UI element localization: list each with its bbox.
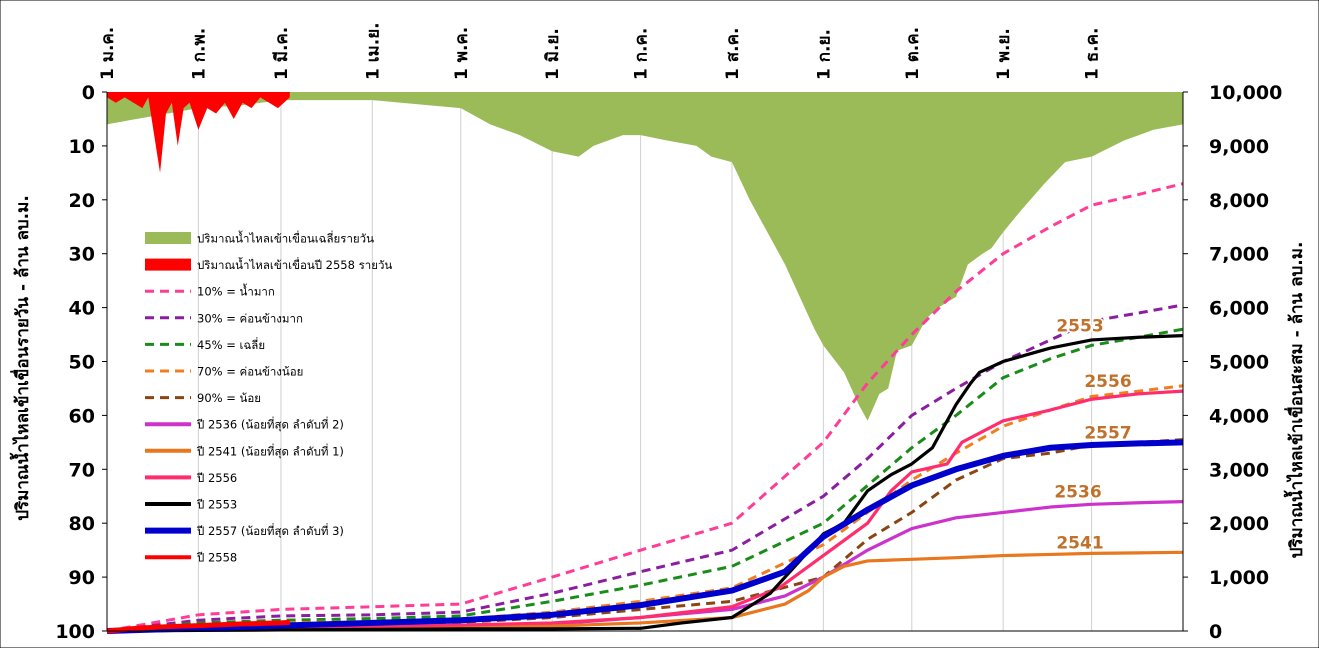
legend-label: ปี 2557 (น้อยที่สุด ลำดับที่ 3) [196, 523, 344, 538]
y-right-tick-label: 6,000 [1209, 298, 1269, 320]
y-right-tick-label: 0 [1209, 621, 1222, 643]
y-right-tick-label: 8,000 [1209, 190, 1269, 212]
month-tick-label: 1 ต.ค. [903, 27, 923, 80]
percentile-line [106, 327, 1184, 633]
month-tick-label: 1 ก.ค. [632, 28, 652, 80]
legend-label: 70% = ค่อนข้างน้อย [197, 365, 303, 379]
daily-average-area [107, 92, 1183, 421]
legend-swatch [145, 232, 191, 244]
legend-label: ปริมาณน้ำไหลเข้าเขื่อนเฉลี่ยรายวัน [197, 231, 374, 246]
month-tick-label: 1 ส.ค. [723, 28, 743, 80]
percentile-line [106, 303, 1184, 633]
year-end-label: 2536 [1054, 483, 1101, 503]
y-right-tick-label: 7,000 [1209, 244, 1269, 266]
month-tick-label: 1 ก.ย. [814, 29, 834, 80]
legend-label: ปี 2536 (น้อยที่สุด ลำดับที่ 2) [196, 417, 344, 432]
legend-label: ปี 2541 (น้อยที่สุด ลำดับที่ 1) [196, 443, 344, 458]
y-right-tick-label: 3,000 [1209, 459, 1269, 481]
legend-label: ปี 2553 [196, 498, 237, 512]
y-right-tick-label: 10,000 [1209, 82, 1282, 104]
cumulative-lines-layer [106, 182, 1184, 634]
y-right-axis-title: ปริมาณน้ำไหลเข้าเขื่อนสะสม - ล้าน ลบ.ม. [1283, 242, 1307, 559]
month-tick-label: 1 พ.ค. [452, 27, 472, 80]
year-end-label: 2553 [1056, 317, 1103, 337]
legend-label: 10% = น้ำมาก [197, 284, 275, 299]
legend-swatch [145, 258, 191, 271]
month-tick-label: 1 ม.ค. [98, 27, 118, 80]
y-left-tick-label: 50 [69, 352, 95, 374]
year-end-label: 2557 [1084, 423, 1131, 443]
y-left-tick-label: 100 [55, 621, 95, 643]
y-right-tick-label: 9,000 [1209, 136, 1269, 158]
y-left-tick-label: 0 [82, 82, 95, 104]
y-left-tick-label: 80 [69, 513, 95, 535]
y-right-tick-label: 5,000 [1209, 352, 1269, 374]
legend-label: 90% = น้อย [197, 391, 261, 405]
y-left-tick-label: 10 [69, 136, 95, 158]
year-line [106, 439, 1184, 634]
legend-label: ปี 2558 [196, 551, 237, 565]
y-right-tick-label: 1,000 [1209, 567, 1269, 589]
daily-2558-area [107, 92, 290, 173]
y-left-tick-label: 60 [69, 405, 95, 427]
daily-area-layer [107, 92, 1183, 421]
y-right-tick-label: 2,000 [1209, 513, 1269, 535]
year-end-labels: 2536 2541 2556 2553 2557 [1053, 315, 1133, 555]
legend-label: ปริมาณน้ำไหลเข้าเขื่อนปี 2558 รายวัน [197, 257, 392, 272]
year-end-label: 2541 [1056, 533, 1103, 553]
legend-label: ปี 2556 [196, 471, 237, 485]
month-tick-label: 1 เม.ย. [363, 22, 383, 80]
y-left-tick-label: 40 [69, 298, 95, 320]
axes: 1 ม.ค. 1 ก.พ. 1 มี.ค. 1 เม.ย. 1 พ.ค. 1 มิ.ย. 1… [55, 22, 1282, 643]
month-tick-label: 1 มี.ค. [271, 27, 292, 80]
year-line [106, 619, 290, 634]
y-left-tick-label: 20 [69, 190, 95, 212]
year-end-label: 2556 [1084, 372, 1131, 392]
y-right-tick-label: 4,000 [1209, 405, 1269, 427]
year-line [106, 389, 1184, 633]
y-left-tick-label: 30 [69, 244, 95, 266]
y-left-tick-label: 90 [69, 567, 95, 589]
month-tick-label: 1 ธ.ค. [1083, 28, 1103, 80]
month-tick-label: 1 ก.พ. [189, 28, 209, 80]
y-left-axis-title: ปริมาณน้ำไหลเข้าเขื่อนรายวัน - ล้าน ลบ.ม… [9, 195, 33, 521]
y-left-tick-label: 70 [69, 459, 95, 481]
month-tick-label: 1 มิ.ย. [543, 28, 563, 80]
legend: ปริมาณน้ำไหลเข้าเขื่อนเฉลี่ยรายวันปริมาณ… [145, 231, 392, 565]
legend-label: 30% = ค่อนข้างมาก [197, 311, 303, 325]
legend-label: 45% = เฉลี่ย [197, 337, 265, 352]
month-tick-label: 1 พ.ย. [994, 28, 1014, 80]
